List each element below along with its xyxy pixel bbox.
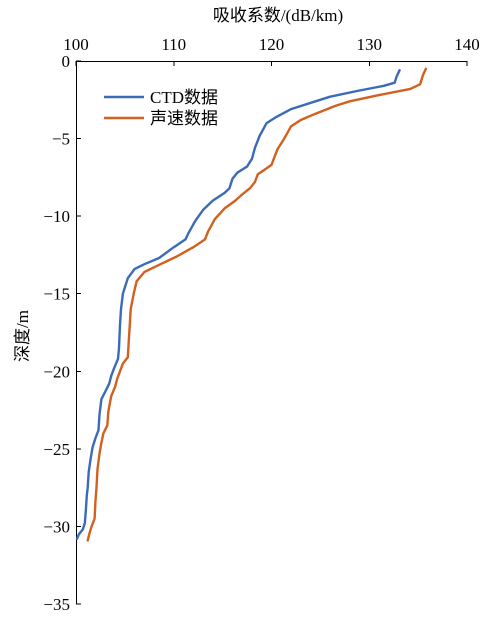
y-tick-label: −30: [43, 517, 70, 536]
y-tick-label: −5: [52, 130, 70, 149]
y-axis-ticks: 0 −5 −10 −15 −20 −25 −30 −35: [43, 52, 81, 614]
x-axis-ticks: 100 110 120 130 140: [63, 35, 480, 66]
y-axis-title: 深度/m: [13, 310, 32, 362]
legend-label-ctd: CTD数据: [150, 88, 218, 107]
series-layer: [75, 67, 428, 542]
legend: CTD数据 声速数据: [104, 88, 218, 128]
y-tick-label: −15: [43, 285, 70, 304]
x-tick-label: 120: [259, 35, 285, 54]
y-tick-label: 0: [62, 52, 71, 71]
x-tick-label: 130: [357, 35, 383, 54]
x-tick-label: 100: [63, 35, 89, 54]
x-tick-label: 140: [454, 35, 480, 54]
x-tick-label: 110: [161, 35, 186, 54]
y-tick-label: −20: [43, 362, 70, 381]
x-axis-title: 吸收系数/(dB/km): [213, 6, 343, 25]
y-tick-label: −35: [43, 595, 70, 614]
series-line-ctd: [75, 69, 401, 540]
y-tick-label: −10: [43, 207, 70, 226]
legend-label-sound-speed: 声速数据: [150, 109, 218, 128]
series-line-sound-speed: [86, 67, 428, 542]
y-tick-label: −25: [43, 440, 70, 459]
